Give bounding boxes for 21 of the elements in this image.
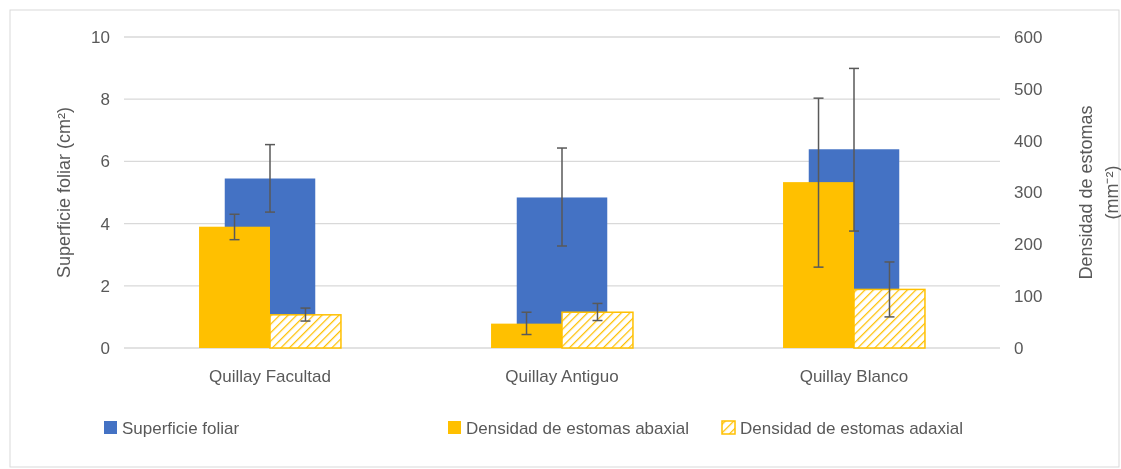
y2-tick-label: 500 [1014,79,1043,99]
y2-tick-label: 400 [1014,131,1043,151]
y2-axis-title: Densidad de estomas (mm⁻²) [1076,105,1121,280]
y-tick-label: 8 [100,90,110,110]
y2-tick-label: 100 [1014,287,1043,307]
y-tick-label: 2 [100,276,110,296]
y2-tick-label: 300 [1014,183,1043,203]
legend-label: Superficie foliar [122,418,240,438]
legend-label: Densidad de estomas adaxial [740,418,964,438]
y2-tick-label: 600 [1014,27,1043,47]
y-tick-label: 4 [100,214,110,234]
legend-label: Densidad de estomas abaxial [466,418,690,438]
y-tick-label: 0 [100,338,110,358]
y-tick-label: 10 [91,27,110,47]
x-tick-label: Quillay Facultad [209,367,331,386]
y-tick-label: 6 [100,152,110,172]
y-axis-title: Superficie foliar (cm²) [54,106,74,279]
y2-tick-label: 200 [1014,235,1043,255]
y2-tick-label: 0 [1014,338,1024,358]
x-tick-label: Quillay Blanco [799,367,909,386]
x-tick-label: Quillay Antiguo [505,367,619,386]
